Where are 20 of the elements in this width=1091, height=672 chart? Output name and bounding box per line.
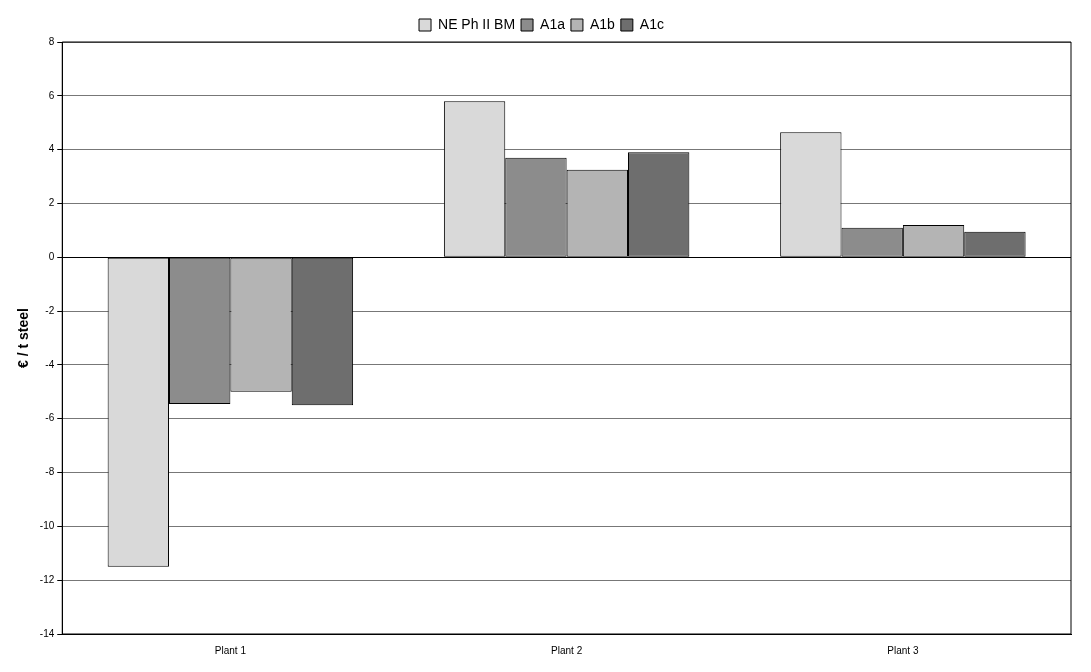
x-tick-label: Plant 3 xyxy=(887,644,919,656)
y-tick-label: -12 xyxy=(39,573,55,585)
y-tick-label: -8 xyxy=(45,466,55,478)
y-tick-label: -10 xyxy=(39,520,55,532)
y-tick-label: 2 xyxy=(48,197,55,209)
x-tick-label: Plant 2 xyxy=(551,644,583,656)
legend-label: NE Ph II BM xyxy=(438,15,516,32)
y-tick-label: -14 xyxy=(39,627,55,639)
y-tick-label: -2 xyxy=(45,304,55,316)
x-tick-label: Plant 1 xyxy=(214,644,247,656)
y-tick-label: -6 xyxy=(45,412,55,424)
y-tick-label: -4 xyxy=(45,358,55,370)
y-tick-label: 8 xyxy=(48,35,55,47)
y-tick-label: 4 xyxy=(48,143,55,155)
legend-label: A1c xyxy=(639,15,664,32)
y-tick-label: 6 xyxy=(48,89,55,101)
legend-label: A1a xyxy=(540,15,566,32)
y-tick-label: 0 xyxy=(48,251,55,263)
legend-label: A1b xyxy=(589,15,616,32)
y-axis-title: € / t steel xyxy=(15,308,32,368)
